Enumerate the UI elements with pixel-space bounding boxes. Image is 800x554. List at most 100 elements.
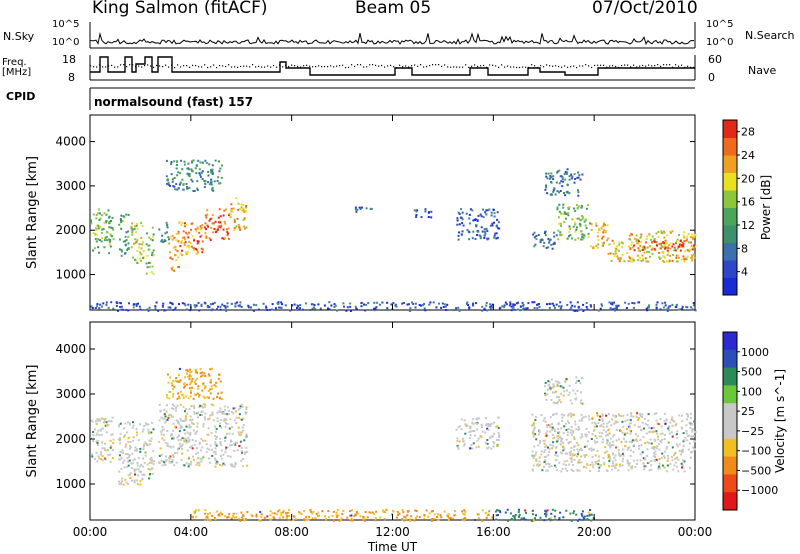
- echo-cell: [590, 447, 593, 450]
- echo-cell: [328, 308, 331, 311]
- echo-cell: [472, 442, 475, 445]
- echo-cell: [602, 426, 605, 429]
- echo-cell: [563, 211, 566, 214]
- echo-cell: [495, 438, 498, 441]
- echo-cell: [461, 222, 464, 224]
- echo-cell: [603, 461, 606, 464]
- echo-cell: [668, 244, 671, 247]
- echo-cell: [183, 160, 186, 163]
- echo-cell: [657, 423, 660, 425]
- nave-dot: [177, 64, 179, 66]
- echo-cell: [579, 223, 582, 226]
- station-title: King Salmon (fitACF): [92, 0, 268, 18]
- echo-cell: [101, 459, 104, 462]
- echo-cell: [193, 407, 196, 409]
- echo-cell: [632, 306, 635, 309]
- echo-cell: [576, 207, 579, 210]
- echo-cell: [560, 470, 563, 473]
- power-colorbar-segment: [723, 242, 737, 261]
- nave-dot: [267, 65, 269, 67]
- nave-dot: [525, 66, 527, 68]
- echo-cell: [390, 303, 393, 306]
- echo-cell: [615, 249, 618, 252]
- echo-cell: [620, 415, 623, 417]
- echo-cell: [533, 231, 536, 234]
- echo-cell: [296, 307, 298, 309]
- echo-cell: [197, 395, 200, 398]
- echo-cell: [118, 223, 121, 226]
- echo-cell: [480, 424, 483, 426]
- echo-cell: [562, 203, 565, 206]
- echo-cell: [214, 220, 217, 223]
- echo-cell: [643, 465, 646, 468]
- echo-cell: [493, 221, 495, 224]
- echo-cell: [553, 428, 556, 431]
- echo-cell: [629, 454, 632, 457]
- echo-cell: [684, 436, 687, 439]
- echo-cell: [193, 304, 196, 307]
- echo-cell: [219, 407, 222, 410]
- echo-cell: [147, 468, 150, 471]
- echo-cell: [570, 461, 573, 463]
- power-colorbar-tick-label: 8: [741, 242, 748, 255]
- echo-cell: [596, 460, 599, 463]
- echo-cell: [589, 464, 592, 466]
- echo-cell: [115, 301, 118, 304]
- echo-cell: [641, 421, 644, 424]
- noise-panel: [89, 22, 696, 49]
- nave-dot: [612, 65, 614, 67]
- echo-cell: [477, 230, 480, 233]
- echo-cell: [476, 513, 479, 516]
- nave-dot: [327, 66, 329, 68]
- echo-cell: [305, 516, 308, 519]
- echo-cell: [354, 208, 357, 211]
- echo-cell: [179, 424, 182, 427]
- echo-cell: [217, 461, 220, 464]
- echo-cell: [474, 519, 477, 521]
- echo-cell: [193, 189, 196, 192]
- echo-cell: [459, 216, 462, 219]
- echo-cell: [662, 259, 665, 262]
- echo-cell: [537, 234, 540, 236]
- echo-cell: [672, 243, 675, 246]
- echo-cell: [526, 307, 529, 310]
- echo-cell: [669, 247, 672, 250]
- echo-cell: [423, 302, 426, 305]
- echo-cell: [490, 214, 493, 217]
- echo-cell: [232, 207, 235, 210]
- echo-cell: [533, 307, 536, 309]
- echo-cell: [615, 248, 618, 250]
- echo-cell: [200, 227, 203, 230]
- velocity-colorbar-tick-label: 100: [741, 385, 762, 398]
- echo-cell: [177, 435, 180, 437]
- echo-cell: [668, 429, 670, 432]
- echo-cell: [659, 432, 662, 435]
- echo-cell: [634, 433, 637, 436]
- echo-cell: [670, 418, 673, 421]
- echo-cell: [654, 450, 657, 453]
- echo-cell: [596, 414, 599, 417]
- echo-cell: [291, 304, 294, 307]
- echo-cell: [132, 439, 135, 442]
- echo-cell: [600, 464, 603, 467]
- echo-cell: [221, 237, 224, 240]
- echo-cell: [135, 224, 138, 227]
- echo-cell: [433, 513, 436, 516]
- echo-cell: [166, 182, 168, 185]
- nave-dot: [483, 64, 485, 67]
- nave-dot: [369, 64, 371, 66]
- nave-dot: [315, 66, 317, 68]
- echo-cell: [603, 223, 606, 226]
- echo-cell: [660, 244, 663, 247]
- echo-cell: [323, 304, 326, 307]
- echo-cell: [552, 413, 554, 416]
- echo-cell: [212, 397, 215, 400]
- echo-cell: [464, 432, 467, 435]
- echo-cell: [129, 472, 132, 475]
- echo-cell: [99, 303, 102, 306]
- echo-cell: [131, 228, 134, 231]
- echo-cell: [146, 463, 149, 466]
- echo-cell: [104, 417, 107, 420]
- echo-cell: [110, 301, 113, 304]
